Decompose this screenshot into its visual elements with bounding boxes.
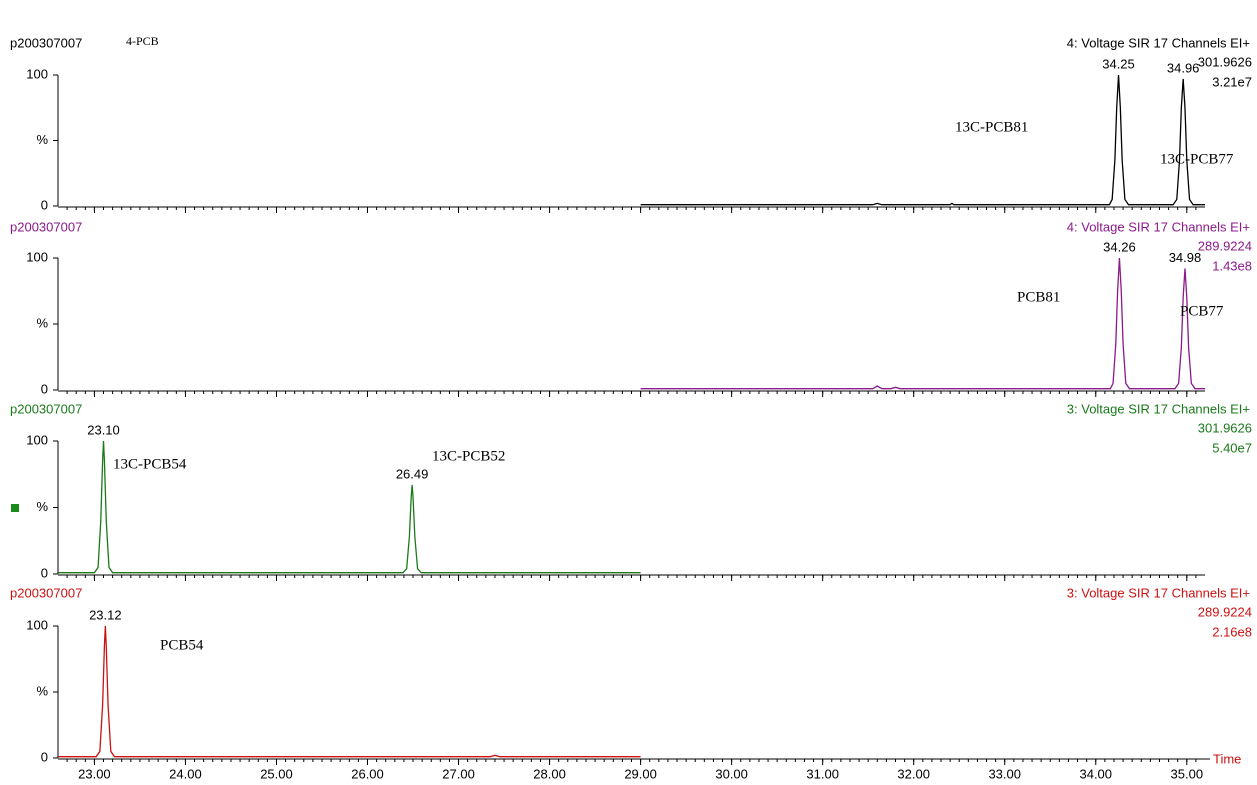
trace-header: p200307007 (10, 585, 82, 600)
channel-label: 4: Voltage SIR 17 Channels EI+ (1067, 219, 1250, 234)
peak-time: 34.96 (1167, 60, 1200, 75)
peak-time: 23.12 (89, 607, 122, 622)
channel-label: 4: Voltage SIR 17 Channels EI+ (1067, 35, 1250, 50)
x-tick-label: 34.00 (1079, 766, 1112, 781)
intensity-label: 3.21e7 (1212, 74, 1252, 89)
x-tick-label: 28.00 (533, 766, 566, 781)
y-tick-label: 100 (26, 249, 48, 264)
x-tick-label: 33.00 (988, 766, 1021, 781)
compound-label: 13C-PCB77 (1160, 151, 1234, 167)
compound-label: 13C-PCB81 (955, 119, 1028, 135)
intensity-label: 5.40e7 (1212, 440, 1252, 455)
x-axis-label: Time (1213, 751, 1241, 766)
channel-label: 3: Voltage SIR 17 Channels EI+ (1067, 585, 1250, 600)
peak-time: 26.49 (396, 466, 429, 481)
y-tick-label: 100 (26, 617, 48, 632)
x-tick-label: 35.00 (1171, 766, 1204, 781)
trace-header: p200307007 (10, 219, 82, 234)
y-tick-label: 100 (26, 432, 48, 447)
x-tick-label: 31.00 (806, 766, 839, 781)
mass-label: 289.9224 (1198, 238, 1252, 253)
y-tick-label: % (36, 683, 48, 698)
channel-marker (11, 504, 19, 512)
y-tick-label: % (36, 499, 48, 514)
y-tick-label: 0 (41, 565, 48, 580)
peak-time: 34.25 (1102, 56, 1135, 71)
intensity-label: 2.16e8 (1212, 624, 1252, 639)
trace (58, 440, 641, 574)
trace (58, 625, 641, 758)
x-tick-label: 32.00 (897, 766, 930, 781)
compound-label: PCB77 (1180, 303, 1224, 319)
x-tick-label: 27.00 (442, 766, 475, 781)
trace (640, 257, 1205, 390)
mass-label: 301.9626 (1198, 54, 1252, 69)
channel-label: 3: Voltage SIR 17 Channels EI+ (1067, 401, 1250, 416)
y-tick-label: 0 (41, 381, 48, 396)
y-tick-label: 0 (41, 197, 48, 212)
y-tick-label: % (36, 315, 48, 330)
compound-label: PCB54 (160, 637, 204, 653)
x-tick-label: 29.00 (624, 766, 657, 781)
peak-time: 34.26 (1103, 239, 1136, 254)
x-tick-label: 25.00 (260, 766, 293, 781)
y-tick-label: 100 (26, 66, 48, 81)
intensity-label: 1.43e8 (1212, 258, 1252, 273)
y-tick-label: % (36, 132, 48, 147)
trace-subtitle: 4-PCB (126, 34, 159, 48)
peak-time: 34.98 (1169, 250, 1202, 265)
compound-label: PCB81 (1017, 289, 1060, 305)
compound-label: 13C-PCB52 (432, 448, 505, 464)
x-tick-label: 30.00 (715, 766, 748, 781)
trace-header: p200307007 (10, 35, 82, 50)
mass-label: 289.9224 (1198, 604, 1252, 619)
compound-label: 13C-PCB54 (113, 456, 187, 472)
y-tick-label: 0 (41, 749, 48, 764)
mass-label: 301.9626 (1198, 420, 1252, 435)
trace-header: p200307007 (10, 401, 82, 416)
x-tick-label: 23.00 (78, 766, 111, 781)
trace (640, 74, 1205, 206)
x-tick-label: 26.00 (351, 766, 384, 781)
peak-time: 23.10 (87, 422, 120, 437)
x-tick-label: 24.00 (169, 766, 202, 781)
